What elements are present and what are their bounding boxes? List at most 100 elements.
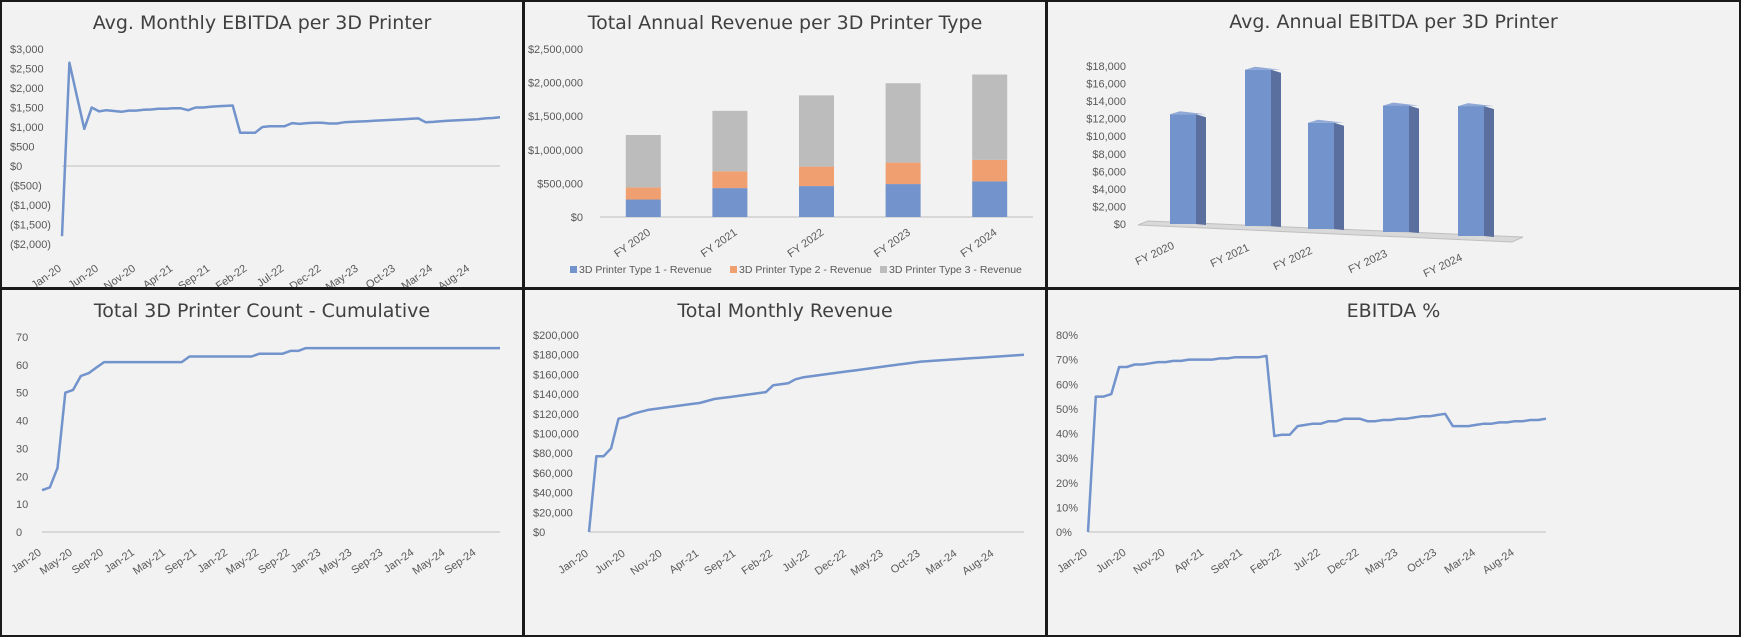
x-tick-label: May-23 <box>324 263 361 289</box>
column-side <box>1271 69 1281 227</box>
y-tick-label: 60 <box>16 360 28 372</box>
x-tick-label: Jan-20 <box>9 547 43 576</box>
chart-title: Total Annual Revenue per 3D Printer Type <box>587 12 983 34</box>
legend-swatch <box>880 266 887 273</box>
x-tick-label: Jun-20 <box>1094 547 1128 576</box>
y-tick-label: 10% <box>1056 502 1078 514</box>
y-tick-label: $0 <box>10 161 22 173</box>
bar-segment <box>625 135 661 188</box>
y-tick-label: $0 <box>571 212 583 224</box>
column-top <box>1245 66 1281 70</box>
y-tick-label: 80% <box>1056 330 1078 342</box>
legend-label: 3D Printer Type 3 - Revenue <box>889 264 1022 276</box>
column-front <box>1170 114 1196 224</box>
y-tick-label: 70% <box>1056 355 1078 367</box>
total-annual-revenue-chart: $2,500,000 $2,000,000 $1,500,000 $1,000,000… <box>528 44 1033 276</box>
series-line <box>41 346 500 492</box>
y-tick-label: $16,000 <box>1086 79 1126 91</box>
x-tick-label: FY 2024 <box>959 227 1000 261</box>
y-tick-label: $200,000 <box>533 330 579 342</box>
y-tick-label: $180,000 <box>533 350 579 362</box>
bar-segment <box>799 166 834 187</box>
x-tick-label: Dec-22 <box>1325 547 1361 577</box>
y-tick-label: $3,000 <box>10 44 44 56</box>
x-tick-label: Feb-22 <box>740 548 775 578</box>
x-tick-label: Apr-21 <box>141 263 175 289</box>
y-tick-label: $8,000 <box>1092 149 1126 161</box>
x-tick-label: Sep-21 <box>702 548 738 578</box>
y-tick-label: $2,000 <box>1092 201 1126 213</box>
x-tick-label: FY 2021 <box>699 227 740 261</box>
y-tick-label: $0 <box>1114 219 1126 231</box>
bar-segment <box>885 184 921 217</box>
y-tick-label: $1,000 <box>10 122 44 134</box>
bar-segment <box>885 162 921 185</box>
bar-segment <box>799 186 834 217</box>
chart-title: Total Monthly Revenue <box>677 300 893 322</box>
y-tick-label: $4,000 <box>1092 184 1126 196</box>
avg-monthly-ebitda-chart: $3,000 $2,500 $2,000 $1,500 $1,000 $500 $0 ($50… <box>10 44 501 289</box>
y-tick-label: ($2,000) <box>10 239 51 251</box>
panel-total-monthly-revenue: Total Monthly Revenue $200,000 $180,000 $1… <box>523 288 1047 637</box>
column-side <box>1196 114 1206 225</box>
column-top <box>1170 111 1206 115</box>
x-tick-label: FY 2020 <box>612 227 653 261</box>
x-tick-label: Oct-23 <box>1405 547 1439 576</box>
y-tick-label: $1,500,000 <box>528 111 583 123</box>
chart-title: EBITDA % <box>1346 300 1441 322</box>
x-tick-label: Jan-22 <box>196 547 230 576</box>
panel-avg-annual-ebitda: Avg. Annual EBITDA per 3D Printer $18,00… <box>1046 0 1741 289</box>
bar-segment <box>712 110 748 172</box>
legend-label: 3D Printer Type 2 - Revenue <box>739 264 872 276</box>
y-tick-label: $100,000 <box>533 429 579 441</box>
y-tick-label: 40 <box>16 416 28 428</box>
y-tick-label: $2,500 <box>10 64 44 76</box>
x-tick-label: Jan-23 <box>289 547 323 576</box>
y-tick-label: $10,000 <box>1086 131 1126 143</box>
x-tick-label: FY 2022 <box>1272 245 1315 273</box>
bar-segment <box>972 159 1008 182</box>
x-tick-label: FY 2024 <box>1422 252 1465 280</box>
panel-printer-count: Total 3D Printer Count - Cumulative 70 60… <box>0 288 524 637</box>
x-tick-label: Sep-22 <box>256 547 292 577</box>
x-tick-label: Aug-24 <box>436 263 472 289</box>
y-tick-label: $14,000 <box>1086 96 1126 108</box>
x-tick-label: Sep-21 <box>163 547 199 577</box>
y-tick-label: $160,000 <box>533 369 579 381</box>
series-line <box>1086 354 1547 533</box>
series-line <box>587 353 1025 533</box>
y-tick-label: 70 <box>16 332 28 344</box>
x-tick-label: Apr-21 <box>667 548 701 577</box>
x-tick-label: Jan-20 <box>29 263 63 289</box>
y-tick-label: $18,000 <box>1086 61 1126 73</box>
series-line <box>60 61 501 237</box>
column-front <box>1383 105 1409 232</box>
x-tick-label: Mar-24 <box>924 548 959 578</box>
y-tick-label: 0 <box>16 527 22 539</box>
y-tick-label: $120,000 <box>533 409 579 421</box>
ebitda-percent-chart: 80% 70% 60% 50% 40% 30% 20% 10% 0% Jan-20 Jun-20 No… <box>1055 330 1547 578</box>
x-tick-label: Apr-21 <box>1172 547 1206 576</box>
y-tick-label: $2,000,000 <box>528 78 583 90</box>
x-tick-label: Jan-20 <box>1055 547 1089 576</box>
avg-annual-ebitda-chart: $18,000 $16,000 $14,000 $12,000 $10,000 $8,00… <box>1086 61 1524 280</box>
y-tick-label: 20% <box>1056 478 1078 490</box>
bar-segment <box>625 199 661 217</box>
x-tick-label: May-21 <box>131 547 168 578</box>
column-front <box>1458 106 1484 236</box>
x-tick-label: FY 2023 <box>872 227 913 261</box>
y-tick-label: 50% <box>1056 404 1078 416</box>
x-tick-label: Mar-24 <box>399 263 434 289</box>
y-tick-label: $6,000 <box>1092 166 1126 178</box>
floor-plane <box>1137 220 1524 243</box>
y-tick-label: $80,000 <box>533 448 573 460</box>
bar-segment <box>972 74 1008 160</box>
y-tick-label: $40,000 <box>533 488 573 500</box>
y-tick-label: 60% <box>1056 379 1078 391</box>
chart-title: Avg. Monthly EBITDA per 3D Printer <box>92 12 432 34</box>
x-tick-label: Jul-22 <box>255 263 286 289</box>
bar-segment <box>625 187 661 200</box>
x-tick-label: Jun-20 <box>66 263 100 289</box>
x-tick-label: May-22 <box>224 547 261 578</box>
x-tick-label: Nov-20 <box>102 263 138 289</box>
